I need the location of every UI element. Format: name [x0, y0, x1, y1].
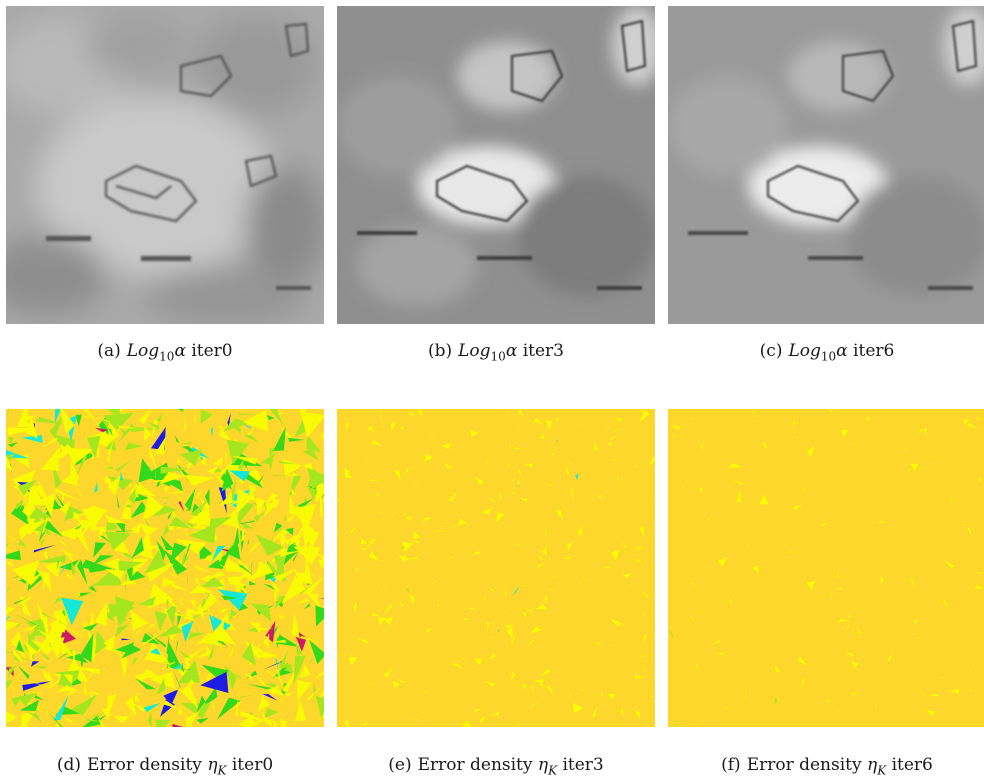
caption-a-math: Log [126, 341, 160, 361]
caption-b: (b) Log10α iter3 [337, 340, 655, 367]
error-density-iter0-image [6, 409, 324, 727]
caption-e-text: iter3 [562, 755, 604, 775]
caption-a-symbol: α [174, 341, 186, 361]
caption-b-symbol: α [505, 341, 518, 361]
panel-d-error-density-iter0 [6, 409, 324, 727]
log-alpha-iter3-image [337, 6, 655, 324]
caption-d-label: (d) [56, 755, 81, 775]
caption-c-label: (c) [759, 341, 783, 361]
caption-e-math: η [537, 755, 549, 775]
log-alpha-iter6-image [668, 6, 984, 324]
panel-e-error-density-iter3 [337, 409, 655, 727]
caption-e-sub: K [548, 763, 558, 778]
caption-e-label: (e) [388, 755, 412, 775]
caption-a: (a) Log10α iter0 [6, 340, 324, 367]
error-density-iter6-image [668, 409, 984, 727]
panel-b-log-alpha-iter3 [337, 6, 655, 324]
caption-d-sub: K [217, 763, 227, 778]
panel-c-log-alpha-iter6 [668, 6, 984, 324]
caption-d-math: η [207, 755, 218, 775]
caption-b-sub: 10 [490, 349, 506, 364]
caption-d-prefix: Error density [86, 755, 202, 775]
caption-b-label: (b) [427, 341, 453, 361]
caption-e: (e) Error density ηK iter3 [337, 754, 655, 781]
caption-f: (f) Error density ηK iter6 [668, 754, 984, 781]
caption-f-label: (f) [721, 755, 741, 775]
caption-c-math: Log [788, 341, 821, 361]
caption-d: (d) Error density ηK iter0 [6, 754, 324, 781]
error-density-iter3-image [337, 409, 655, 727]
caption-f-prefix: Error density [746, 755, 862, 775]
caption-c-sub: 10 [820, 349, 837, 364]
caption-e-prefix: Error density [417, 755, 533, 775]
caption-b-math: Log [458, 341, 491, 361]
caption-b-text: iter3 [522, 341, 564, 361]
caption-c-text: iter6 [853, 341, 895, 361]
panel-a-log-alpha-iter0 [6, 6, 324, 324]
panel-f-error-density-iter6 [668, 409, 984, 727]
caption-a-label: (a) [97, 341, 121, 361]
caption-c: (c) Log10α iter6 [668, 340, 984, 367]
caption-c-symbol: α [836, 341, 848, 361]
caption-a-sub: 10 [159, 349, 175, 364]
caption-f-text: iter6 [891, 755, 933, 775]
caption-d-text: iter0 [231, 755, 274, 775]
caption-f-math: η [867, 755, 878, 775]
caption-f-sub: K [877, 763, 887, 778]
caption-a-text: iter0 [191, 341, 233, 361]
log-alpha-iter0-image [6, 6, 324, 324]
